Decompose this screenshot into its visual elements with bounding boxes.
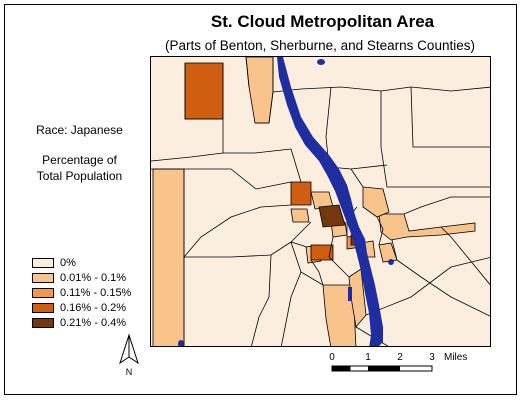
- legend-label: 0.01% - 0.1%: [60, 271, 127, 284]
- legend-item: 0.16% - 0.2%: [32, 301, 131, 314]
- legend-swatch: [32, 287, 54, 298]
- north-arrow-icon: N: [119, 333, 139, 377]
- legend-swatch: [32, 257, 54, 268]
- map-subtitle: (Parts of Benton, Sherburne, and Stearns…: [165, 38, 475, 53]
- legend-label: 0.21% - 0.4%: [60, 316, 127, 329]
- region-east-mid: [362, 186, 390, 218]
- choropleth-map: [150, 56, 491, 347]
- scale-tick-3: 3: [429, 352, 435, 363]
- region-central-west: [290, 208, 310, 223]
- map-title: St. Cloud Metropolitan Area: [210, 12, 435, 31]
- legend-item: 0.01% - 0.1%: [32, 271, 131, 284]
- scale-bar: 0 1 2 3 Miles: [329, 352, 467, 372]
- legend-label: 0%: [60, 256, 76, 269]
- legend-item: 0.21% - 0.4%: [32, 316, 131, 329]
- scale-unit: Miles: [444, 352, 467, 363]
- legend-label: 0.16% - 0.2%: [60, 301, 127, 314]
- measure-label-line2: Total Population: [36, 169, 123, 183]
- legend-swatch: [32, 302, 54, 313]
- legend-label: 0.11% - 0.15%: [60, 286, 132, 299]
- legend-swatch: [32, 317, 54, 328]
- mississippi-river: [277, 57, 383, 346]
- legend-swatch: [32, 272, 54, 283]
- scale-tick-0: 0: [329, 352, 335, 363]
- map-frame: [4, 4, 517, 395]
- legend: 0% 0.01% - 0.1% 0.11% - 0.15% 0.16% - 0.…: [32, 256, 131, 331]
- legend-item: 0%: [32, 256, 131, 269]
- race-label: Race: Japanese: [36, 123, 123, 137]
- scale-tick-2: 2: [397, 352, 403, 363]
- region-center-core: [318, 204, 346, 228]
- lakes: [178, 59, 394, 346]
- measure-label-line1: Percentage of: [42, 153, 117, 167]
- scale-tick-1: 1: [365, 352, 371, 363]
- region-northwest-strip: [152, 168, 185, 346]
- region-center-south: [310, 244, 334, 261]
- region-center-west: [290, 181, 312, 206]
- legend-item: 0.11% - 0.15%: [32, 286, 131, 299]
- region-far-northwest: [184, 62, 224, 120]
- region-east-large: [378, 213, 476, 241]
- region-south-central: [322, 284, 357, 346]
- north-label: N: [126, 367, 133, 377]
